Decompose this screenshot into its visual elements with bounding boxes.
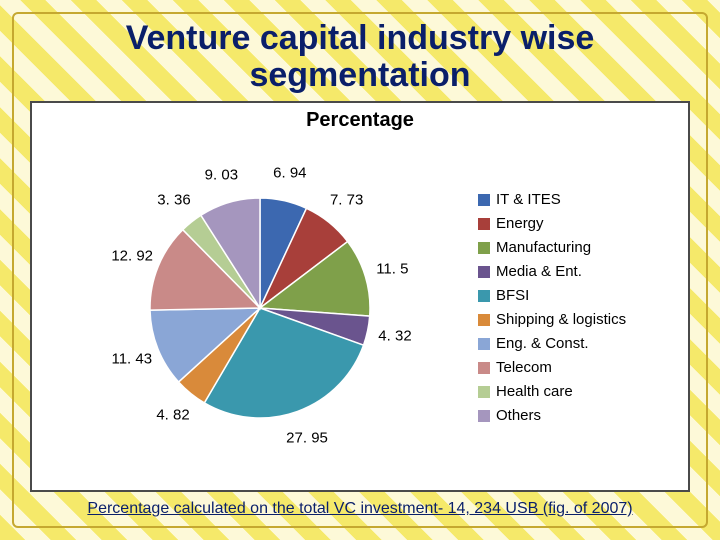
legend-label: Shipping & logistics	[496, 311, 626, 328]
slice-value-label: 3. 36	[157, 191, 190, 208]
legend-swatch	[478, 338, 490, 350]
legend-label: Eng. & Const.	[496, 335, 589, 352]
legend-item: Energy	[478, 215, 674, 232]
legend-swatch	[478, 290, 490, 302]
page-title: Venture capital industry wise segmentati…	[30, 20, 690, 95]
legend-item: Health care	[478, 383, 674, 400]
legend-label: Media & Ent.	[496, 263, 582, 280]
slice-value-label: 4. 82	[156, 406, 189, 423]
legend-swatch	[478, 218, 490, 230]
legend-swatch	[478, 386, 490, 398]
slice-value-label: 6. 94	[273, 165, 306, 182]
legend-item: Manufacturing	[478, 239, 674, 256]
legend-label: Telecom	[496, 359, 552, 376]
legend-item: BFSI	[478, 287, 674, 304]
pie-chart	[146, 194, 374, 422]
legend-label: BFSI	[496, 287, 529, 304]
legend-swatch	[478, 266, 490, 278]
slice-value-label: 4. 32	[378, 328, 411, 345]
legend-label: Manufacturing	[496, 239, 591, 256]
legend-item: Shipping & logistics	[478, 311, 674, 328]
pie-chart-area: 6. 94 7. 73 11. 5 4. 32 27. 95 4. 82 11. 43 12.…	[42, 134, 478, 482]
slice-value-label: 11. 5	[376, 260, 408, 277]
legend-item: Eng. & Const.	[478, 335, 674, 352]
slice-value-label: 7. 73	[330, 192, 363, 209]
legend-label: IT & ITES	[496, 191, 561, 208]
legend-item: Media & Ent.	[478, 263, 674, 280]
legend-swatch	[478, 194, 490, 206]
legend-label: Health care	[496, 383, 573, 400]
content-frame: Venture capital industry wise segmentati…	[12, 12, 708, 528]
chart-title: Percentage	[42, 109, 678, 132]
legend-swatch	[478, 410, 490, 422]
chart-body: 6. 94 7. 73 11. 5 4. 32 27. 95 4. 82 11. 43 12.…	[42, 134, 678, 482]
slice-value-label: 12. 92	[111, 247, 153, 264]
legend-swatch	[478, 362, 490, 374]
legend-label: Others	[496, 407, 541, 424]
slice-value-label: 27. 95	[286, 429, 328, 446]
legend: IT & ITES Energy Manufacturing Media & Ent.…	[478, 191, 678, 424]
footer-note: Percentage calculated on the total VC in…	[30, 500, 690, 518]
chart-card: Percentage 6. 94 7. 73 11. 5 4. 32 27. 95 4. …	[30, 101, 690, 492]
legend-item: IT & ITES	[478, 191, 674, 208]
legend-swatch	[478, 242, 490, 254]
slice-value-label: 9. 03	[205, 167, 238, 184]
slice-value-label: 11. 43	[111, 350, 152, 367]
legend-item: Telecom	[478, 359, 674, 376]
legend-swatch	[478, 314, 490, 326]
legend-item: Others	[478, 407, 674, 424]
legend-label: Energy	[496, 215, 544, 232]
